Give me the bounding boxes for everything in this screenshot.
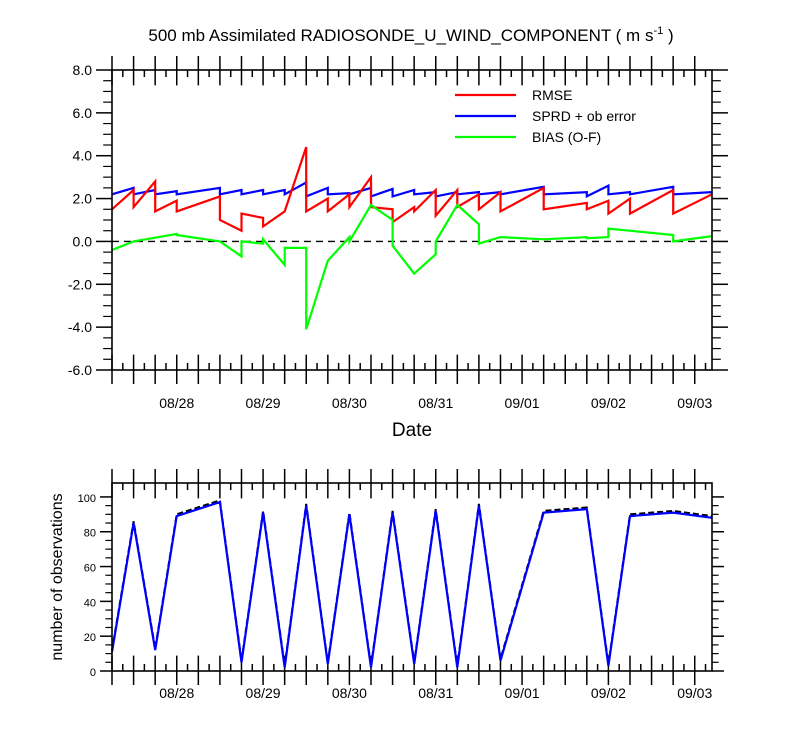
x-tick-label: 08/30 (332, 395, 367, 411)
top-plot-area: -6.0 -4.0 -2.0 0.0 2.0 4.0 6.0 8.0 08/28 08/29 08/… (68, 56, 728, 441)
y-tick-label: 20 (84, 632, 96, 644)
y-tick-label: 8.0 (73, 62, 93, 78)
series-line-rmse (111, 146, 713, 233)
x-tick-label: 08/29 (246, 685, 281, 701)
x-tick-label: 08/28 (159, 395, 194, 411)
y-tick-label: -6.0 (68, 362, 92, 378)
x-tick-label: 08/31 (418, 395, 453, 411)
x-tick-label: 09/01 (505, 685, 540, 701)
y-tick-label: 6.0 (73, 105, 93, 121)
y-tick-label: 0 (90, 667, 96, 679)
x-tick-label: 08/30 (332, 685, 367, 701)
y-tick-label: 80 (84, 528, 96, 540)
x-tick-label: 09/01 (505, 395, 540, 411)
x-tick-label: 09/03 (677, 395, 712, 411)
series-line-assimilated-observations (110, 500, 713, 668)
legend-label: SPRD + ob error (532, 108, 636, 124)
plot-frame (111, 482, 713, 672)
y-tick-label: 100 (78, 493, 96, 505)
legend-label: BIAS (O-F) (532, 129, 601, 145)
x-tick-label: 09/03 (677, 685, 712, 701)
x-tick-label: 08/28 (159, 685, 194, 701)
bottom-plot-area: 0 20 40 60 80 100 08/28 08/29 08/30 08/31 09/01 09/… (49, 469, 724, 701)
x-tick-label: 08/29 (246, 395, 281, 411)
y-axis-label: number of observations (49, 493, 66, 660)
chart-title: 500 mb Assimilated RADIOSONDE_U_WIND_COM… (148, 25, 673, 45)
plot-frame (111, 69, 713, 371)
x-tick-label: 08/31 (418, 685, 453, 701)
x-tick-label: 09/02 (591, 395, 626, 411)
y-tick-label: 4.0 (73, 148, 93, 164)
x-axis-label: Date (392, 420, 432, 441)
series-line-bias-o-f (111, 203, 713, 330)
y-tick-label: 40 (84, 597, 96, 609)
y-tick-label: 0.0 (73, 233, 93, 249)
y-tick-label: -2.0 (68, 276, 92, 292)
legend-label: RMSE (532, 87, 572, 103)
x-tick-label: 09/02 (591, 685, 626, 701)
y-tick-label: 60 (84, 563, 96, 575)
y-tick-label: -4.0 (68, 319, 92, 335)
series-line-sprd-ob-error (111, 180, 713, 199)
y-tick-label: 2.0 (73, 191, 93, 207)
